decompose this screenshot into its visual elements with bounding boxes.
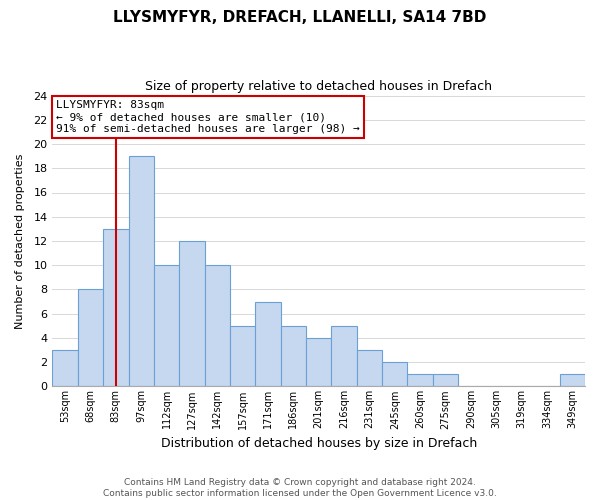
Bar <box>230 326 256 386</box>
X-axis label: Distribution of detached houses by size in Drefach: Distribution of detached houses by size … <box>161 437 477 450</box>
Bar <box>256 302 281 386</box>
Bar <box>78 290 103 386</box>
Bar <box>179 241 205 386</box>
Text: Contains HM Land Registry data © Crown copyright and database right 2024.
Contai: Contains HM Land Registry data © Crown c… <box>103 478 497 498</box>
Bar <box>154 265 179 386</box>
Bar <box>128 156 154 386</box>
Bar <box>433 374 458 386</box>
Title: Size of property relative to detached houses in Drefach: Size of property relative to detached ho… <box>145 80 492 93</box>
Text: LLYSMYFYR, DREFACH, LLANELLI, SA14 7BD: LLYSMYFYR, DREFACH, LLANELLI, SA14 7BD <box>113 10 487 25</box>
Y-axis label: Number of detached properties: Number of detached properties <box>15 154 25 328</box>
Bar <box>357 350 382 387</box>
Bar <box>205 265 230 386</box>
Bar <box>306 338 331 386</box>
Bar <box>382 362 407 386</box>
Bar <box>281 326 306 386</box>
Bar <box>560 374 585 386</box>
Bar <box>407 374 433 386</box>
Bar <box>52 350 78 387</box>
Text: LLYSMYFYR: 83sqm
← 9% of detached houses are smaller (10)
91% of semi-detached h: LLYSMYFYR: 83sqm ← 9% of detached houses… <box>56 100 360 134</box>
Bar <box>103 229 128 386</box>
Bar <box>331 326 357 386</box>
